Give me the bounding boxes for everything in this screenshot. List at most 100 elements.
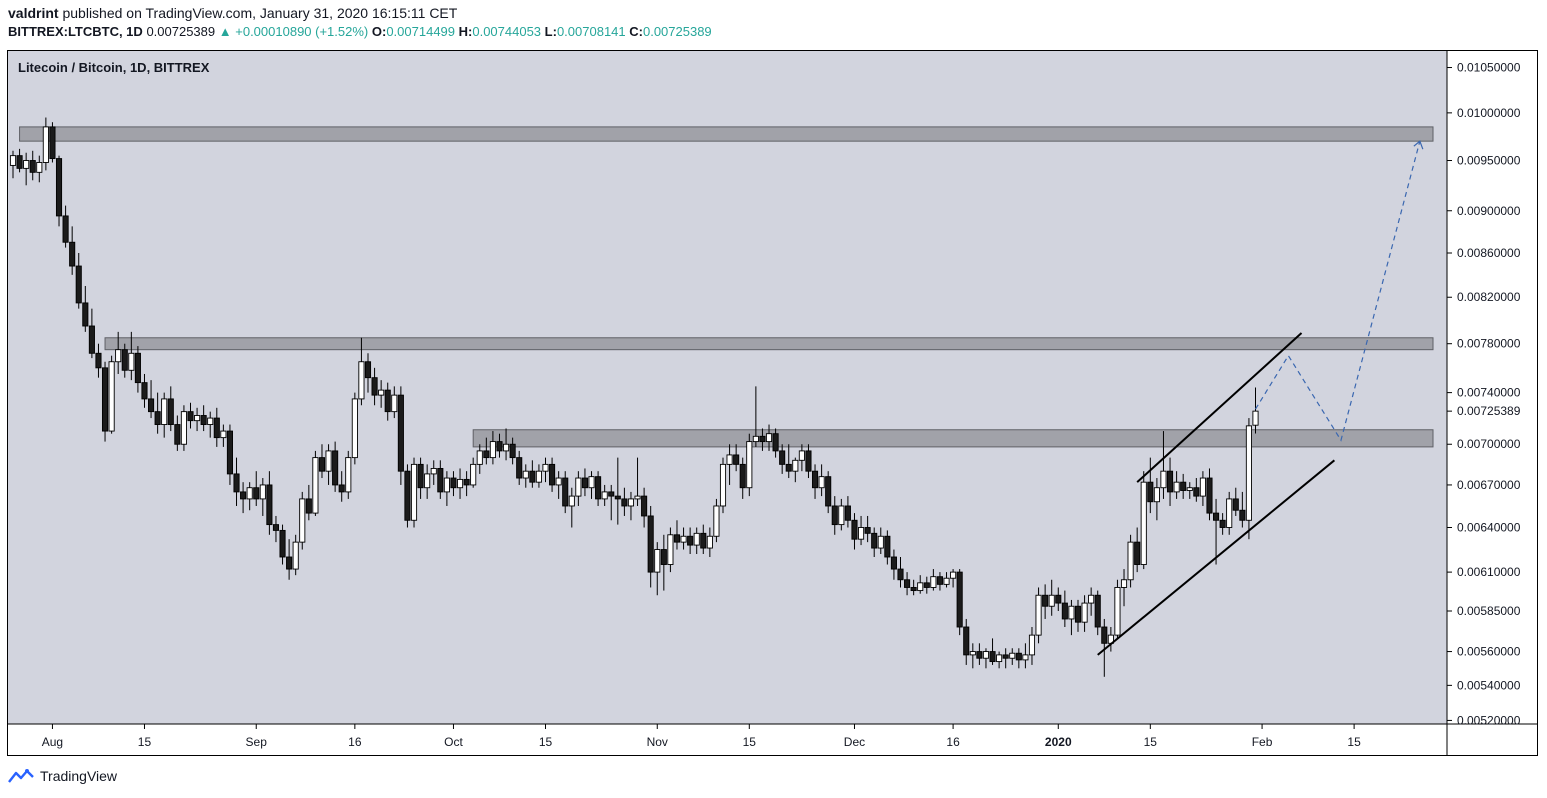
time-tick-label: 15 xyxy=(1347,735,1361,749)
candle-body xyxy=(503,443,510,452)
candle-body xyxy=(16,155,23,169)
candle-body xyxy=(950,571,957,579)
time-tick-label: 2020 xyxy=(1045,735,1072,749)
candle-body xyxy=(884,535,891,558)
price-tick-label: 0.00670000 xyxy=(1457,478,1521,492)
candle-body xyxy=(233,473,240,493)
candle-body xyxy=(595,476,602,500)
candle-body xyxy=(194,415,201,422)
open-label: O: xyxy=(371,24,387,39)
price-axis[interactable]: 0.01050000 0.01000000 0.00950000 0.00900000… xyxy=(1447,61,1536,728)
price-tick-label: 0.00540000 xyxy=(1457,678,1521,692)
candle-body xyxy=(601,491,608,500)
candle-body xyxy=(1166,470,1174,493)
candle-body xyxy=(719,463,727,507)
candle-body xyxy=(798,450,805,461)
candle-body xyxy=(29,160,36,173)
candle-body xyxy=(680,535,687,543)
candle-body xyxy=(36,162,43,173)
time-tick-label: Nov xyxy=(647,735,668,749)
plot-area[interactable] xyxy=(7,50,1447,724)
candle-body xyxy=(259,484,266,500)
candle-body xyxy=(614,495,621,500)
candle-body xyxy=(673,534,681,543)
time-tick-label: 16 xyxy=(348,735,362,749)
channel-line-1 xyxy=(1097,459,1336,656)
candle-body xyxy=(706,535,713,549)
candle-body xyxy=(1232,498,1239,511)
candle-body xyxy=(286,556,293,570)
candle-body xyxy=(279,529,286,558)
price-tick-label: 0.00950000 xyxy=(1457,154,1521,168)
candle-body xyxy=(858,527,865,540)
candle-body xyxy=(489,441,496,459)
candle-body xyxy=(470,463,477,486)
candle-body xyxy=(1088,594,1095,604)
chart-frame xyxy=(7,50,1538,756)
zones-layer xyxy=(19,126,1434,448)
candle-body xyxy=(378,389,385,396)
price-tick-label: 0.00900000 xyxy=(1457,204,1521,218)
candle-body xyxy=(910,587,917,592)
candle-body xyxy=(1094,594,1101,628)
candle-body xyxy=(825,476,832,507)
candle-body xyxy=(864,527,871,534)
price-tick-label: 0.00820000 xyxy=(1457,290,1521,304)
candle-body xyxy=(121,349,128,371)
drawings-layer xyxy=(1097,140,1424,656)
candle-body xyxy=(588,476,595,489)
candle-body xyxy=(1226,498,1233,528)
candle-body xyxy=(549,463,556,486)
time-tick-label: 15 xyxy=(138,735,152,749)
candle-body xyxy=(410,463,418,521)
author-name[interactable]: valdrint xyxy=(8,5,59,21)
candle-body xyxy=(811,470,819,489)
candle-body xyxy=(424,473,431,489)
candle-body xyxy=(871,532,878,549)
candle-body xyxy=(844,505,851,521)
chart-title: Litecoin / Bitcoin, 1D, BITTREX xyxy=(18,60,210,75)
change-arrow-icon: ▲ xyxy=(218,24,232,39)
candle-body xyxy=(1120,579,1128,588)
candle-body xyxy=(575,477,582,497)
candle-body xyxy=(75,265,82,304)
candle-body xyxy=(299,498,306,543)
candle-body xyxy=(391,394,398,413)
resistance-zone-3 xyxy=(472,429,1434,448)
candle-body xyxy=(318,457,326,472)
candle-body xyxy=(568,495,575,507)
time-axis[interactable]: Aug 15 Sep 16 Oct 15 Nov 15 Dec 16 2020 15 Feb 15 xyxy=(42,724,1361,749)
chart-container[interactable]: Litecoin / Bitcoin, 1D, BITTREX 0.010500… xyxy=(7,50,1538,756)
candle-body xyxy=(1252,410,1259,426)
price-chart[interactable]: Litecoin / Bitcoin, 1D, BITTREX 0.010500… xyxy=(7,50,1538,756)
candle-body xyxy=(417,463,424,489)
candle-body xyxy=(226,430,233,475)
candle-body xyxy=(989,651,996,663)
candle-body xyxy=(982,651,990,659)
candle-body xyxy=(364,361,372,379)
candle-body xyxy=(1134,541,1141,565)
candle-body xyxy=(641,495,648,517)
candle-body xyxy=(1061,602,1068,620)
candle-body xyxy=(443,477,450,493)
candle-body xyxy=(108,361,115,432)
footer-brand[interactable]: TradingView xyxy=(8,768,117,784)
price-tick-label: 0.00520000 xyxy=(1457,713,1521,727)
price-tick-label: 0.00740000 xyxy=(1457,386,1521,400)
candle-body xyxy=(904,579,911,588)
candle-body xyxy=(969,651,976,656)
candle-body xyxy=(463,478,470,486)
candle-body xyxy=(555,477,562,486)
candle-body xyxy=(371,377,378,396)
candle-body xyxy=(1180,481,1187,491)
current-price-label: 0.00725389 xyxy=(1457,404,1521,418)
candle-body xyxy=(765,433,773,443)
candle-body xyxy=(805,450,812,472)
time-tick-label: Aug xyxy=(42,735,63,749)
candle-body xyxy=(174,424,181,445)
candles-layer xyxy=(9,117,1259,677)
time-tick-label: Feb xyxy=(1252,735,1273,749)
candle-body xyxy=(739,463,746,489)
resistance-zone-1 xyxy=(19,126,1434,142)
candle-body xyxy=(253,487,260,500)
